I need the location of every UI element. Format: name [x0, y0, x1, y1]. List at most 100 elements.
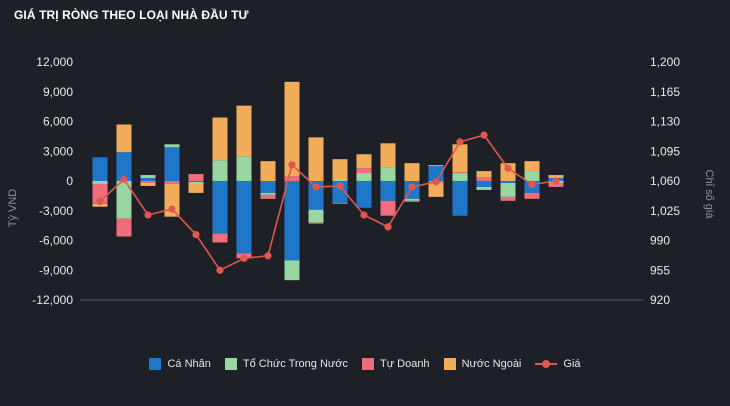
price-point — [336, 182, 344, 190]
legend-swatch — [224, 358, 237, 370]
right-axis-ticks: 1,200 1,165 1,130 1,095 1,060 1,025 990 955 920 — [650, 55, 680, 307]
y-tick-label: -12,000 — [32, 293, 73, 307]
price-point — [432, 178, 440, 186]
bar-segment — [500, 181, 516, 183]
price-point — [480, 131, 488, 139]
bar-segment — [236, 156, 252, 181]
price-line — [96, 131, 560, 274]
price-point — [552, 177, 560, 185]
legend-label: Giá — [563, 358, 581, 370]
legend-item-tu-doanh[interactable]: Tự Doanh — [362, 358, 430, 370]
bar-segment — [428, 165, 444, 167]
price-point — [504, 164, 512, 172]
bar-segment — [188, 181, 204, 182]
bar-segment — [116, 181, 132, 219]
bar-segment — [452, 144, 468, 173]
price-point — [120, 175, 128, 183]
legend-item-nuoc-ngoai[interactable]: Nước Ngoài — [443, 358, 522, 370]
bar-segment — [164, 147, 180, 181]
bar-segment — [500, 182, 516, 197]
legend-item-gia[interactable]: Giá — [535, 358, 581, 370]
bar-segment — [452, 173, 468, 181]
price-point — [240, 254, 248, 262]
bar-segment — [404, 200, 420, 202]
y2-tick-label: 990 — [650, 234, 670, 248]
bar-segment — [284, 176, 300, 181]
price-polyline — [99, 134, 557, 272]
bar-segment — [260, 161, 276, 181]
price-point — [360, 211, 368, 219]
bar-segment — [236, 105, 252, 157]
y-tick-label: 9,000 — [43, 85, 73, 99]
bar-segment — [476, 171, 492, 178]
bar-segment — [308, 209, 324, 223]
y2-tick-label: 1,025 — [650, 204, 680, 218]
chart-canvas: 12,000 9,000 6,000 3,000 0 -3,000 -6,000 -9,000… — [7, 55, 715, 307]
bar-segment — [212, 160, 228, 181]
bar-segment — [524, 192, 540, 199]
bar-segment — [164, 183, 180, 217]
bar-segment — [356, 181, 372, 208]
bar-segment — [524, 161, 540, 172]
bar-segment — [500, 196, 516, 201]
bar-segment — [452, 181, 468, 216]
bar-segment — [212, 117, 228, 161]
bar-segment — [332, 202, 348, 204]
price-point — [144, 211, 152, 219]
bar-segment — [164, 144, 180, 148]
price-point — [216, 266, 224, 274]
y-tick-label: -9,000 — [39, 263, 73, 277]
bar-segment — [284, 181, 300, 261]
left-axis-ticks: 12,000 9,000 6,000 3,000 0 -3,000 -6,000 -9,000… — [32, 55, 73, 307]
bar-segment — [356, 168, 372, 174]
price-point — [168, 205, 176, 213]
bar-segment — [92, 203, 108, 207]
y2-tick-label: 955 — [650, 263, 670, 277]
legend-label: Tự Doanh — [380, 358, 430, 370]
bar-segment — [164, 181, 180, 184]
y2-tick-label: 920 — [650, 293, 670, 307]
price-point — [456, 138, 464, 146]
bar-segment — [548, 175, 564, 179]
bar-segment — [188, 174, 204, 181]
bar-segment — [356, 173, 372, 181]
bar-segment — [308, 222, 324, 224]
bar-segment — [452, 172, 468, 174]
price-point — [96, 197, 104, 205]
bar-segment — [260, 181, 276, 193]
bar-segment — [140, 182, 156, 186]
bar-segment — [140, 181, 156, 183]
legend-item-to-chuc-trong-nuoc[interactable]: Tổ Chức Trong Nước — [224, 358, 348, 370]
bar-segment — [428, 166, 444, 181]
legend-item-ca-nhan[interactable]: Cá Nhân — [149, 358, 211, 370]
bar-segment — [476, 177, 492, 181]
legend-label: Tổ Chức Trong Nước — [242, 358, 348, 370]
bar-segment — [188, 183, 204, 193]
bar-segment — [332, 159, 348, 180]
bar-segment — [500, 163, 516, 181]
y-tick-label: 0 — [66, 174, 73, 188]
legend: Cá Nhân Tổ Chức Trong Nước Tự Doanh Nước… — [0, 358, 730, 370]
bar-segment — [380, 143, 396, 168]
bar-segment — [260, 194, 276, 199]
bar-segment — [212, 233, 228, 243]
bar-segment — [428, 182, 444, 197]
bar-segment — [116, 152, 132, 181]
legend-swatch — [362, 358, 374, 370]
y2-tick-label: 1,165 — [650, 85, 680, 99]
bar-segment — [212, 181, 228, 234]
chart-title: GIÁ TRỊ RÒNG THEO LOẠI NHÀ ĐẦU TƯ — [14, 8, 249, 22]
price-point — [264, 252, 272, 260]
price-point — [408, 183, 416, 191]
bar-segment — [356, 154, 372, 169]
y-tick-label: -6,000 — [39, 234, 73, 248]
y2-tick-label: 1,130 — [650, 115, 680, 129]
bar-segment — [404, 198, 420, 201]
bar-segment — [380, 200, 396, 216]
bar-segment — [188, 181, 204, 184]
legend-label: Nước Ngoài — [461, 358, 522, 370]
bar-segment — [524, 171, 540, 181]
left-axis-label: Tỷ VND — [7, 189, 19, 228]
bar-segment — [116, 124, 132, 153]
legend-swatch — [149, 358, 162, 370]
